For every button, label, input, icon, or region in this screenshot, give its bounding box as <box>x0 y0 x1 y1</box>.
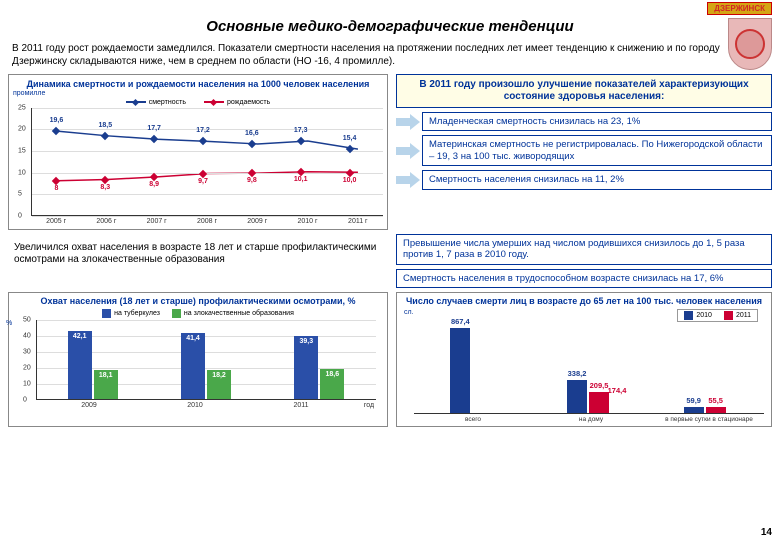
note-row: Младенческая смертность снизилась на 23,… <box>396 112 772 131</box>
chart1-xaxis: 2005 г2006 г2007 г2008 г2009 г2010 г2011… <box>31 216 383 225</box>
chart3-plot: 867,4338,2209,559,955,5174,4 <box>414 326 764 414</box>
arrow-icon <box>396 114 420 130</box>
chart1-title: Динамика смертности и рождаемости населе… <box>13 79 383 90</box>
improvements-header: В 2011 году произошло улучшение показате… <box>396 74 772 108</box>
arrow-icon <box>396 172 420 188</box>
chart2-ylabel: % <box>6 320 12 327</box>
chart1-ylabel: промилле <box>13 90 45 97</box>
chart1-legend: смертность рождаемость <box>13 99 383 106</box>
chart-mortality-birthrate: Динамика смертности и рождаемости населе… <box>8 74 388 230</box>
chart3-xaxis: всегона домув первые сутки в стационаре <box>414 414 768 423</box>
note-row: Смертность населения снизилась на 11, 2% <box>396 170 772 189</box>
page-number: 14 <box>761 527 772 538</box>
chart2-legend: на туберкулез на злокачественные образов… <box>12 309 384 318</box>
chart3-ylabel: сл. <box>404 309 414 316</box>
city-crest <box>728 18 772 70</box>
note-text: Смертность населения снизилась на 11, 2% <box>422 170 772 189</box>
note-text: Превышение числа умерших над числом роди… <box>396 234 772 265</box>
chart2-xaxis: 200920102011год <box>36 400 384 409</box>
note-text: Материнская смертность не регистрировала… <box>422 135 772 166</box>
chart-deaths-under65: Число случаев смерти лиц в возрасте до 6… <box>396 292 772 427</box>
note-row: Материнская смертность не регистрировала… <box>396 135 772 166</box>
note-text: Смертность населения в трудоспособном во… <box>396 269 772 288</box>
chart3-legend: 2010 2011 <box>677 309 758 322</box>
chart-coverage: Охват населения (18 лет и старше) профил… <box>8 292 388 427</box>
chart3-title: Число случаев смерти лиц в возрасте до 6… <box>400 296 768 307</box>
chart2-title: Охват населения (18 лет и старше) профил… <box>12 296 384 307</box>
intro-text: В 2011 году рост рождаемости замедлился.… <box>0 41 780 74</box>
chart1-plot: 051015202519,618,517,717,216,617,315,488… <box>31 108 383 216</box>
page-title: Основные медико-демографические тенденци… <box>0 0 780 41</box>
arrow-icon <box>396 143 420 159</box>
city-badge: ДЗЕРЖИНСК <box>707 2 772 15</box>
coverage-note: Увеличился охват населения в возрасте 18… <box>8 234 388 288</box>
note-text: Младенческая смертность снизилась на 23,… <box>422 112 772 131</box>
chart2-plot: 0102030405042,118,141,418,239,318,6 <box>36 320 376 400</box>
